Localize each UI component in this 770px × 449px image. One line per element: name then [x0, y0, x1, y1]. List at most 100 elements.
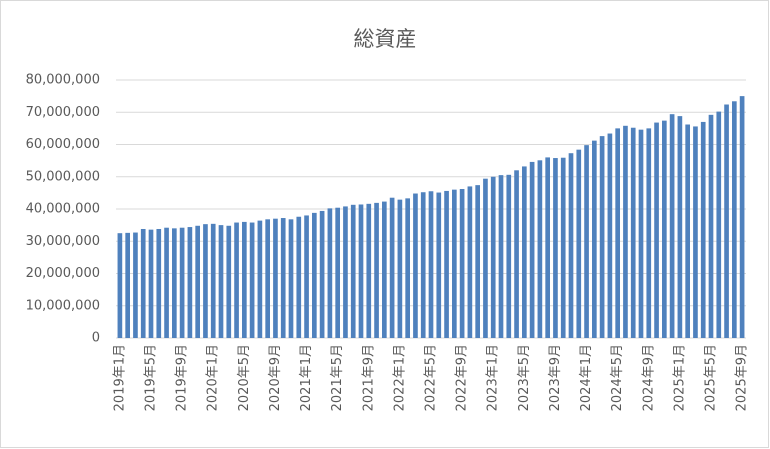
bar	[677, 116, 683, 339]
bar	[319, 210, 325, 338]
bar	[436, 192, 442, 338]
bar	[529, 161, 535, 338]
bar	[498, 175, 504, 338]
bar	[366, 203, 372, 338]
bar	[739, 96, 745, 338]
bar	[599, 136, 605, 338]
y-tick-label: 60,000,000	[26, 137, 100, 152]
bar	[312, 212, 317, 338]
bar	[662, 120, 667, 338]
bar	[522, 166, 527, 338]
bar	[452, 189, 457, 338]
bar	[592, 140, 597, 338]
bar	[265, 219, 270, 338]
bar	[195, 225, 200, 338]
bar	[273, 218, 278, 338]
x-tick-label: 2022年1月	[392, 344, 407, 411]
bar	[117, 233, 123, 338]
bar	[203, 224, 208, 338]
x-tick-label: 2024年9月	[641, 344, 656, 411]
bar	[568, 153, 574, 338]
bar	[685, 124, 690, 338]
bar	[560, 157, 566, 338]
bar	[638, 129, 644, 338]
bar	[584, 145, 589, 338]
bar	[133, 232, 138, 338]
bar	[467, 186, 473, 338]
bar	[716, 111, 722, 338]
x-tick-label: 2021年1月	[299, 344, 314, 411]
bar	[382, 201, 387, 338]
bar	[444, 190, 449, 338]
x-tick-label: 2020年9月	[268, 344, 283, 411]
x-tick-label: 2019年1月	[112, 344, 127, 411]
bar	[420, 192, 426, 338]
x-tick-label: 2025年5月	[704, 344, 719, 411]
x-tick-label: 2024年1月	[579, 344, 594, 411]
bar	[140, 228, 146, 338]
bar	[343, 206, 348, 338]
bar	[428, 191, 434, 338]
bar	[374, 202, 379, 338]
bar	[475, 185, 480, 338]
bar	[288, 219, 294, 338]
bar	[708, 114, 714, 338]
x-tick-label: 2020年5月	[237, 344, 252, 411]
bar	[483, 178, 488, 338]
bar	[234, 222, 239, 338]
bar	[693, 126, 698, 338]
chart-title: 総資産	[354, 27, 417, 51]
bar	[490, 176, 496, 338]
x-tick-label: 2025年1月	[672, 344, 687, 411]
bar	[724, 104, 729, 338]
bar	[242, 221, 247, 338]
bar	[630, 127, 636, 338]
bar	[335, 207, 340, 338]
bar	[413, 193, 418, 338]
x-tick-label: 2019年9月	[175, 344, 190, 411]
x-tick-label: 2021年5月	[330, 344, 345, 411]
x-tick-label: 2023年5月	[517, 344, 532, 411]
bar	[226, 225, 232, 338]
bar	[210, 223, 216, 338]
bar	[537, 160, 543, 338]
bar	[257, 220, 263, 338]
bar	[179, 227, 185, 338]
bar	[148, 229, 154, 338]
y-tick-label: 10,000,000	[26, 298, 100, 313]
bar	[350, 204, 356, 338]
y-tick-label: 0	[92, 331, 100, 346]
bar	[545, 157, 550, 338]
y-tick-label: 70,000,000	[26, 105, 100, 120]
bar	[623, 125, 628, 338]
x-tick-label: 2019年5月	[144, 344, 159, 411]
bar	[327, 208, 333, 338]
bar	[397, 199, 403, 338]
x-tick-label: 2022年9月	[455, 344, 470, 411]
x-tick-label: 2021年9月	[361, 344, 376, 411]
bar	[615, 128, 620, 338]
y-tick-label: 80,000,000	[26, 73, 100, 88]
bar	[576, 149, 582, 338]
bar	[304, 215, 309, 338]
bar	[459, 189, 465, 338]
x-tick-label: 2024年5月	[610, 344, 625, 411]
bar	[164, 227, 169, 338]
bar	[732, 101, 737, 338]
y-tick-label: 40,000,000	[26, 202, 100, 217]
bar	[218, 225, 224, 338]
x-tick-label: 2023年1月	[486, 344, 501, 411]
x-tick-label: 2023年9月	[548, 344, 563, 411]
bar	[187, 227, 193, 338]
bar	[280, 218, 286, 338]
y-tick-label: 30,000,000	[26, 234, 100, 249]
bar	[156, 228, 162, 338]
bar	[296, 216, 302, 338]
bar	[514, 170, 519, 338]
bar	[700, 121, 706, 338]
bar	[405, 198, 410, 338]
bar	[669, 114, 675, 338]
x-tick-label: 2025年9月	[735, 344, 750, 411]
x-tick-label: 2020年1月	[206, 344, 221, 411]
